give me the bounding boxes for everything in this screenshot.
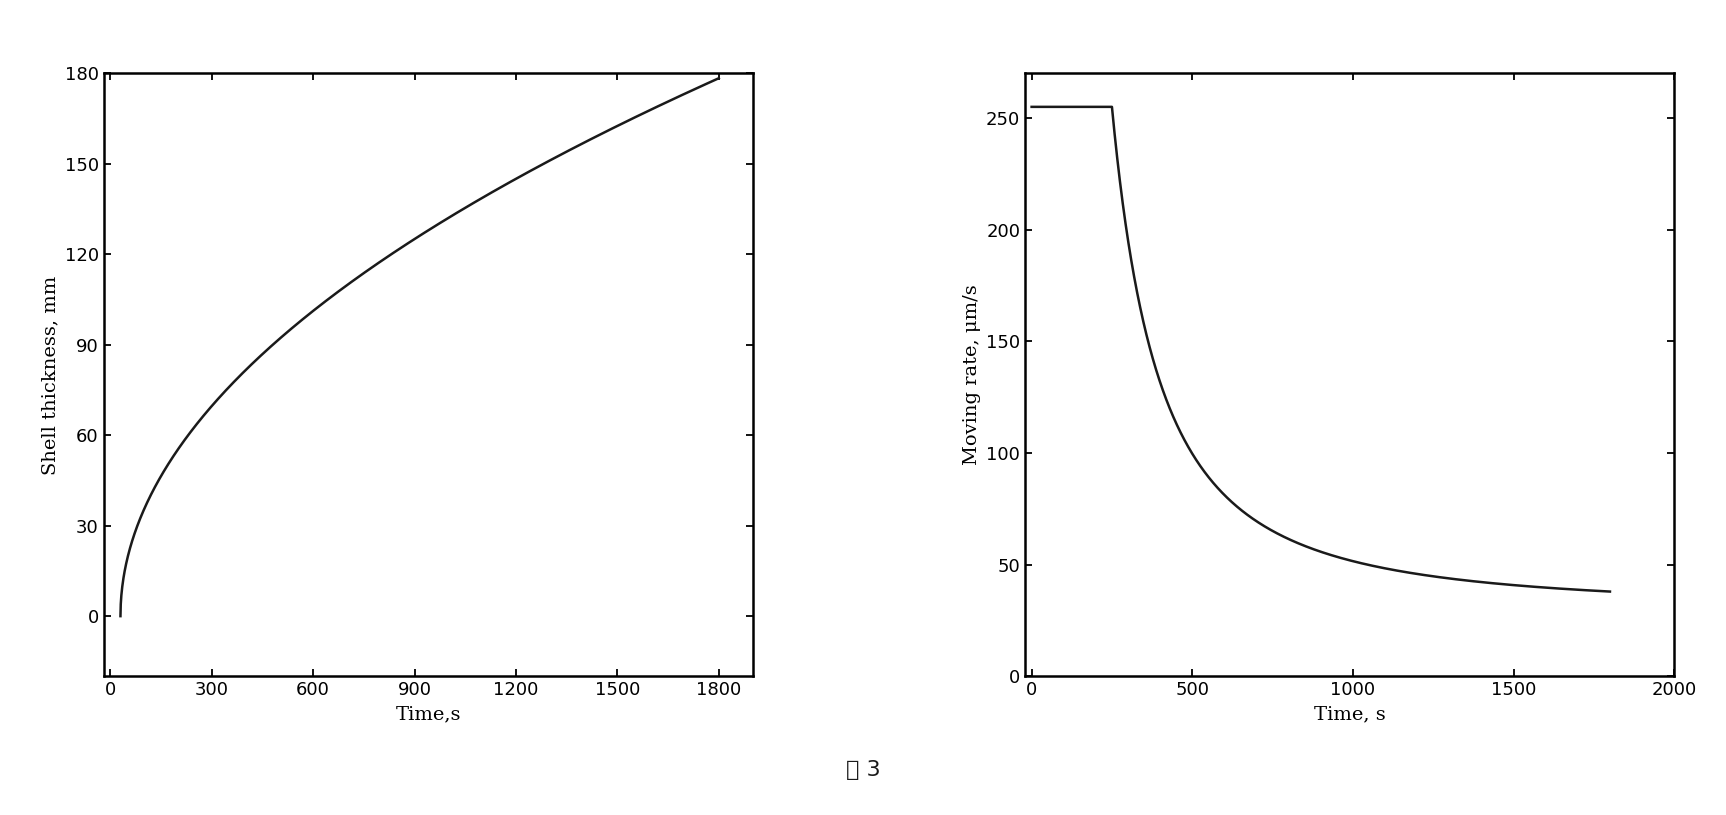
Text: 图 3: 图 3 [846,760,880,780]
Y-axis label: Shell thickness, mm: Shell thickness, mm [41,275,59,474]
X-axis label: Time, s: Time, s [1313,705,1386,723]
X-axis label: Time,s: Time,s [395,705,461,723]
Y-axis label: Moving rate, μm/s: Moving rate, μm/s [963,284,980,465]
